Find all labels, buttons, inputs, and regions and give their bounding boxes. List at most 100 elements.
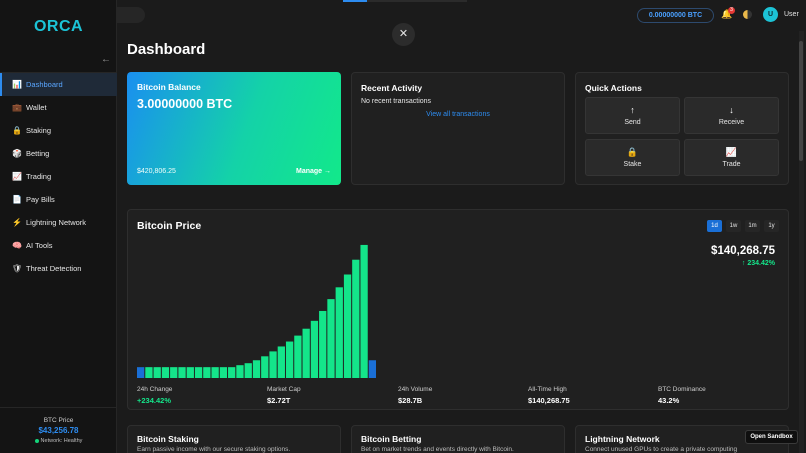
range-selector: 1d 1w 1m 1y xyxy=(707,220,779,232)
price-bar xyxy=(285,341,294,378)
sidebar-item-dashboard[interactable]: 📊 Dashboard xyxy=(0,73,117,96)
btc-price-value: $43,256.78 xyxy=(38,426,79,435)
price-bar xyxy=(319,310,327,378)
price-bar xyxy=(252,360,261,378)
stat-value: $2.72T xyxy=(267,396,291,405)
price-bar xyxy=(145,367,153,378)
balance-usd: $420,806.25 xyxy=(137,168,176,175)
bitcoin-betting-card[interactable]: Bitcoin Betting Bet on market trends and… xyxy=(351,425,565,453)
avatar[interactable]: U xyxy=(763,7,778,22)
username[interactable]: User xyxy=(784,11,799,18)
price-bar xyxy=(194,367,203,378)
stat-24h-change: 24h Change +234.42% xyxy=(137,386,172,405)
open-sandbox-button[interactable]: Open Sandbox xyxy=(745,430,798,444)
view-all-transactions-link[interactable]: View all transactions xyxy=(426,111,490,118)
sidebar-item-label: Lightning Network xyxy=(26,218,87,227)
sidebar-item-label: Threat Detection xyxy=(26,264,82,273)
sidebar-item-trading[interactable]: 📈 Trading xyxy=(0,165,117,188)
stake-label: Stake xyxy=(623,161,642,168)
chart-icon: 📈 xyxy=(725,147,738,157)
price-bar xyxy=(161,367,170,378)
quick-actions-card: Quick Actions ↑ Send ↓ Receive 🔒 Stake 📈… xyxy=(575,72,789,185)
price-bar xyxy=(360,244,368,378)
range-1m-button[interactable]: 1m xyxy=(745,220,760,232)
network-status-text: Network: Healthy xyxy=(40,438,83,444)
sidebar-item-staking[interactable]: 🔒 Staking xyxy=(0,119,117,142)
stat-label: All-Time High xyxy=(528,386,567,393)
stat-value: +234.42% xyxy=(137,396,171,405)
stat-market-cap: Market Cap $2.72T xyxy=(267,386,301,405)
bell-icon[interactable]: 🔔 xyxy=(721,9,733,19)
range-1w-button[interactable]: 1w xyxy=(726,220,741,232)
price-bar xyxy=(352,259,360,378)
close-button[interactable]: ✕ xyxy=(392,23,415,46)
price-bar xyxy=(236,365,244,378)
search-input[interactable] xyxy=(117,7,145,23)
trade-label: Trade xyxy=(722,161,741,168)
sidebar-item-wallet[interactable]: 💼 Wallet xyxy=(0,96,117,119)
topbar: 0.00000000 BTC 🔔 3 U User xyxy=(117,0,806,31)
sidebar-footer: BTC Price $43,256.78 Network: Healthy xyxy=(0,407,117,444)
network-status: Network: Healthy xyxy=(0,438,117,444)
quick-actions-title: Quick Actions xyxy=(585,83,642,93)
sidebar-item-label: Wallet xyxy=(26,103,47,112)
stat-value: 43.2% xyxy=(658,396,680,405)
stat-btc-dominance: BTC Dominance 43.2% xyxy=(658,386,706,405)
trade-button[interactable]: 📈 Trade xyxy=(684,139,779,176)
stat-label: 24h Volume xyxy=(398,386,433,393)
stake-button[interactable]: 🔒 Stake xyxy=(585,139,680,176)
recent-activity-card: Recent Activity No recent transactions V… xyxy=(351,72,565,185)
price-bar xyxy=(302,328,310,378)
collapse-sidebar-icon[interactable]: ← xyxy=(101,54,111,65)
bitcoin-staking-card[interactable]: Bitcoin Staking Earn passive income with… xyxy=(127,425,341,453)
stat-value: $28.7B xyxy=(398,396,423,405)
status-dot-icon xyxy=(34,438,39,443)
sidebar-item-betting[interactable]: 🎲 Betting xyxy=(0,142,117,165)
sidebar-item-icon: 🧠 xyxy=(12,241,22,250)
staking-card-desc: Earn passive income with our secure stak… xyxy=(137,446,291,453)
stat-label: BTC Dominance xyxy=(658,386,706,393)
lightning-card-desc: Connect unused GPUs to create a private … xyxy=(585,446,738,453)
scrollbar[interactable] xyxy=(799,31,804,453)
price-bar xyxy=(186,367,194,378)
page-tab-indicator xyxy=(343,0,467,2)
sidebar-item-lightning-network[interactable]: ⚡ Lightning Network xyxy=(0,211,117,234)
app-logo[interactable]: ORCA xyxy=(33,18,84,35)
manage-link[interactable]: Manage → xyxy=(295,168,331,175)
price-bar xyxy=(327,299,335,378)
price-bar xyxy=(228,367,236,378)
lightning-network-card[interactable]: Lightning Network Connect unused GPUs to… xyxy=(575,425,789,453)
price-bar xyxy=(269,351,277,378)
price-bar xyxy=(310,320,319,378)
price-bar xyxy=(211,367,219,378)
send-button[interactable]: ↑ Send xyxy=(585,97,680,134)
receive-button[interactable]: ↓ Receive xyxy=(684,97,779,134)
bitcoin-balance-card: Bitcoin Balance 3.00000000 BTC $420,806.… xyxy=(127,72,341,185)
staking-card-title: Bitcoin Staking xyxy=(137,434,199,444)
range-1y-button[interactable]: 1y xyxy=(764,220,779,232)
sidebar-item-icon: ⚡ xyxy=(12,218,22,227)
sidebar-item-ai-tools[interactable]: 🧠 AI Tools xyxy=(0,234,117,257)
sidebar-item-label: Dashboard xyxy=(26,80,63,89)
price-card-title: Bitcoin Price xyxy=(137,220,202,232)
sidebar-item-pay-bills[interactable]: 📄 Pay Bills xyxy=(0,188,117,211)
stat-value: $140,268.75 xyxy=(528,396,570,405)
sidebar-item-icon: 🛡 xyxy=(12,264,23,273)
balance-card-title: Bitcoin Balance xyxy=(137,82,201,92)
sidebar-item-icon: 🔒 xyxy=(12,126,22,135)
price-bar xyxy=(277,346,285,378)
price-bar xyxy=(203,367,211,378)
btc-balance-pill[interactable]: 0.00000000 BTC xyxy=(637,8,714,23)
no-transactions-text: No recent transactions xyxy=(361,98,432,105)
sidebar: ORCA ← 📊 Dashboard 💼 Wallet 🔒 Staking 🎲 Betting… xyxy=(0,0,117,453)
price-bar xyxy=(335,287,343,378)
theme-toggle-icon[interactable] xyxy=(743,10,752,19)
range-1d-button[interactable]: 1d xyxy=(707,220,722,232)
sidebar-item-threat-detection[interactable]: 🛡 Threat Detection xyxy=(0,257,117,280)
sidebar-item-label: Staking xyxy=(26,126,52,135)
sidebar-item-icon: 💼 xyxy=(12,103,22,112)
arrow-up-icon: ↑ xyxy=(630,105,635,115)
activity-card-title: Recent Activity xyxy=(361,83,423,93)
sidebar-item-icon: 🎲 xyxy=(12,149,22,158)
stat-24h-volume: 24h Volume $28.7B xyxy=(398,386,432,405)
